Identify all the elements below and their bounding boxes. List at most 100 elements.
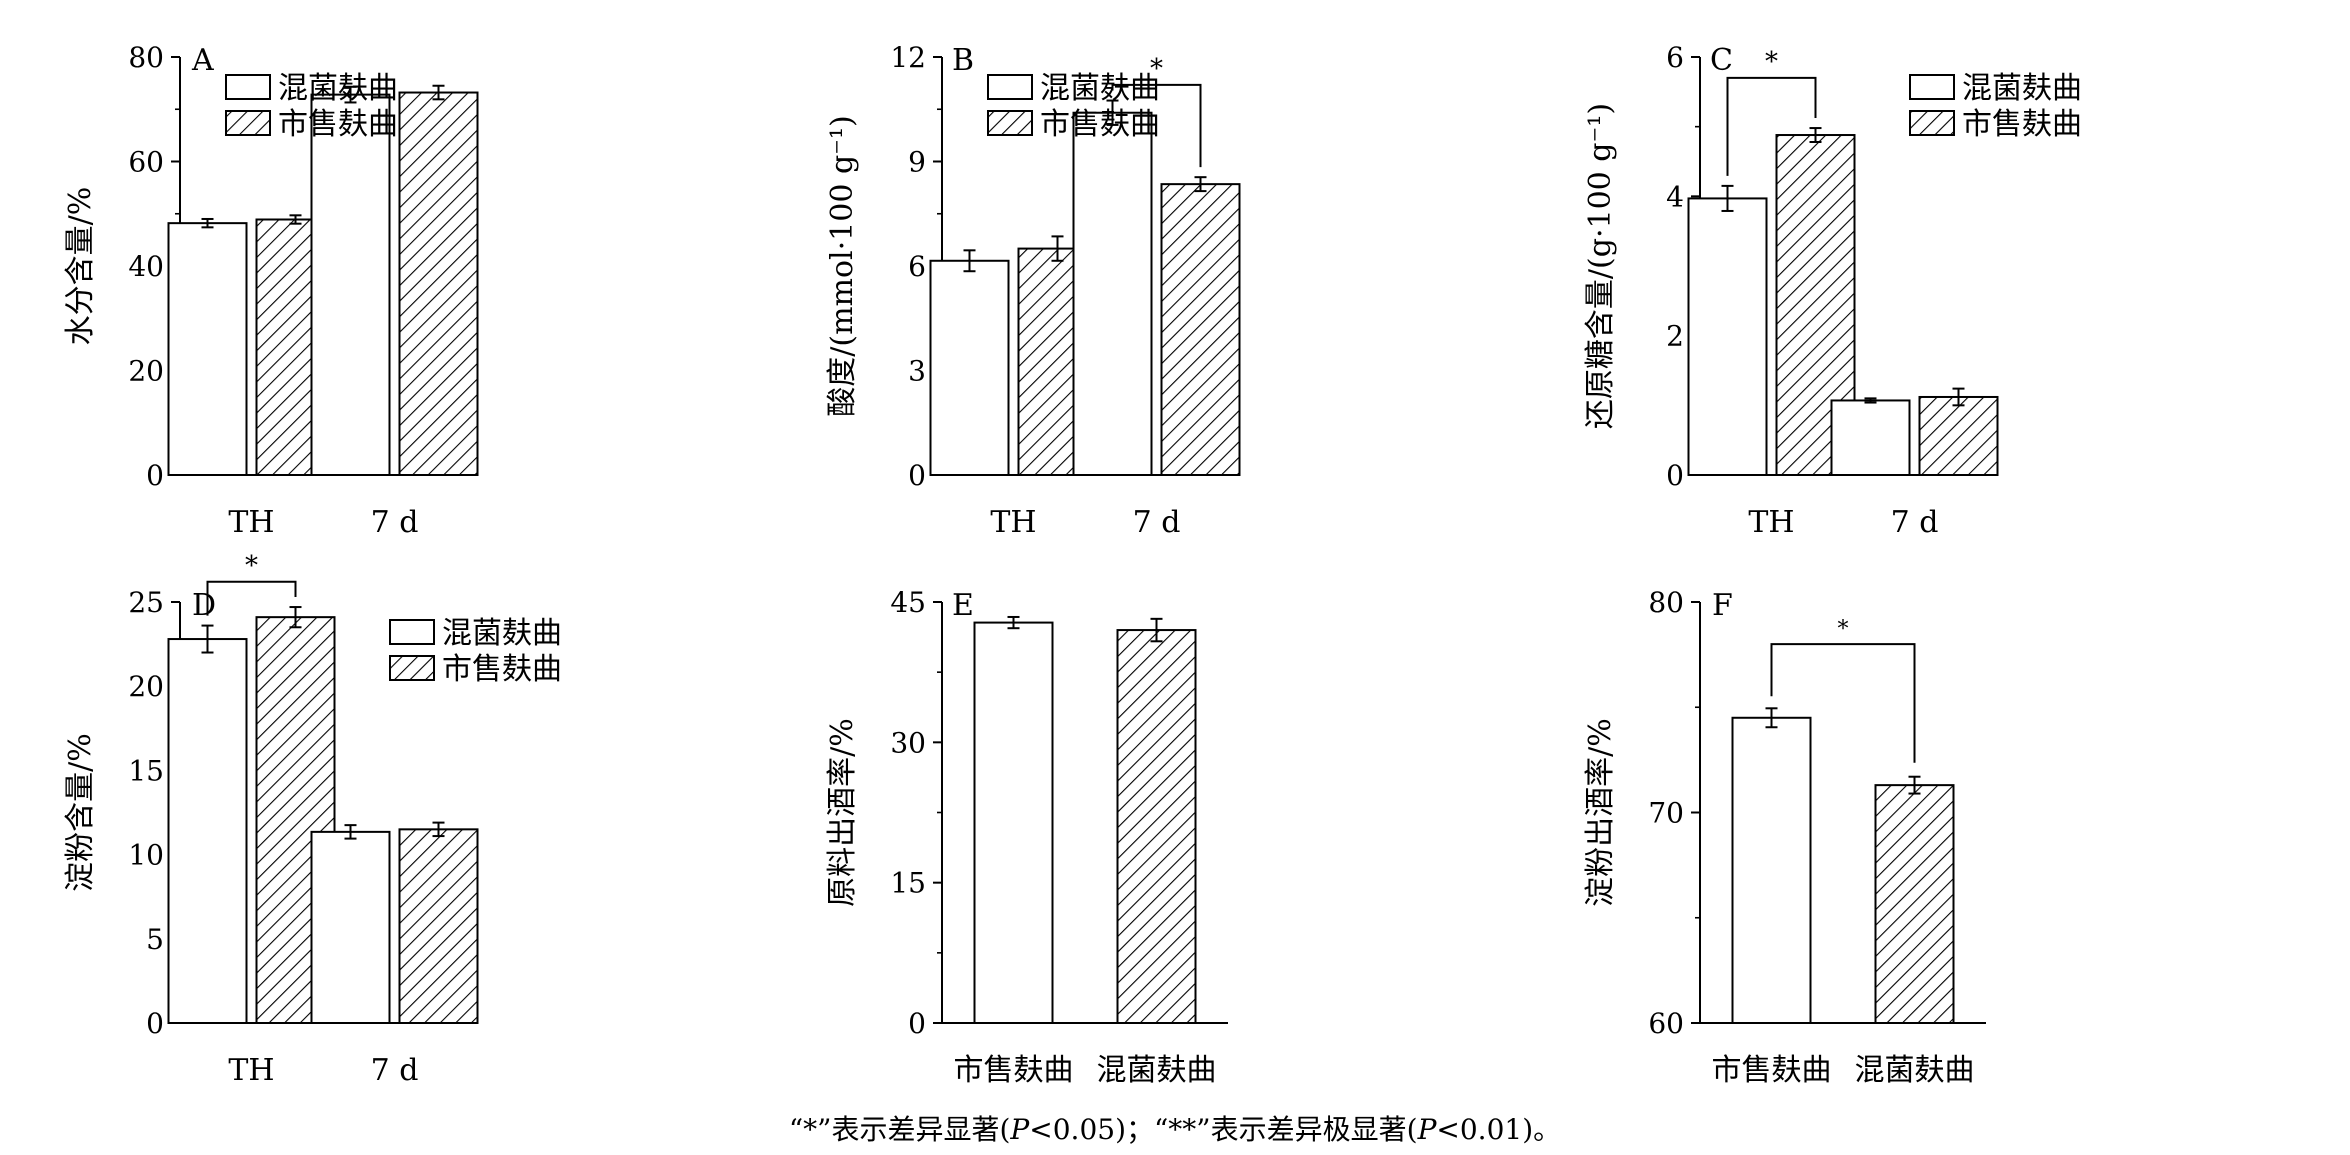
x-tick-label: TH (990, 505, 1036, 540)
y-tick-label: 15 (128, 754, 164, 787)
y-axis-label: 还原糖含量/(g·100 g⁻¹) (1583, 103, 1618, 429)
significance-bracket (1111, 83, 1202, 168)
legend-swatch (389, 619, 435, 645)
legend-swatch (987, 110, 1033, 136)
legend-swatch (1909, 74, 1955, 100)
x-tick-label: 7 d (371, 505, 419, 540)
x-tick-label: 7 d (1891, 505, 1939, 540)
significance-bracket (1726, 76, 1817, 176)
panel-letter: D (192, 588, 216, 623)
legend-label: 市售麸曲 (1040, 107, 1160, 142)
legend-label: 混菌麸曲 (1040, 71, 1160, 106)
y-tick-label: 0 (1666, 459, 1684, 492)
y-tick-label: 40 (128, 250, 164, 283)
y-tick-label: 15 (890, 867, 926, 900)
bar-mixed (1830, 399, 1911, 476)
bar-mixed (1687, 197, 1768, 476)
x-tick-label: TH (228, 1053, 274, 1088)
legend-label: 混菌麸曲 (278, 71, 398, 106)
bar-mixed (310, 93, 391, 477)
y-tick-label: 0 (908, 459, 926, 492)
x-tick-label: 7 d (1133, 505, 1181, 540)
legend-swatch (987, 74, 1033, 100)
panel-letter: C (1710, 43, 1733, 78)
bar-commercial (398, 91, 479, 476)
x-tick-label: 市售麸曲 (954, 1053, 1074, 1088)
y-axis-label: 酸度/(mmol·100 g⁻¹) (825, 115, 860, 416)
bar-0 (973, 621, 1054, 1024)
y-tick-label: 6 (1666, 41, 1684, 74)
y-tick-label: 20 (128, 355, 164, 388)
legend-label: 市售麸曲 (442, 652, 562, 687)
y-tick-label: 3 (908, 355, 926, 388)
legend-label: 市售麸曲 (1962, 107, 2082, 142)
panel-letter: B (952, 43, 974, 78)
caption-p2: P (1417, 1113, 1437, 1146)
y-tick-label: 0 (146, 459, 164, 492)
significance-label: * (1150, 54, 1163, 84)
x-tick-label: TH (1748, 505, 1794, 540)
panel-letter: A (191, 43, 214, 78)
x-tick-label: 市售麸曲 (1712, 1053, 1832, 1088)
y-tick-label: 60 (1648, 1007, 1684, 1040)
y-tick-label: 4 (1666, 180, 1684, 213)
significance-bracket (1770, 643, 1916, 763)
y-tick-label: 30 (890, 726, 926, 759)
y-tick-label: 5 (146, 923, 164, 956)
significance-label: * (1838, 617, 1849, 642)
y-axis-label: 淀粉出酒率/% (1583, 718, 1618, 907)
x-tick-label: 7 d (371, 1053, 419, 1088)
y-tick-label: 80 (1648, 586, 1684, 619)
figure-caption: “*”表示差异显著(P<0.05)；“**”表示差异极显著(P<0.01)。 (0, 1108, 2350, 1148)
y-tick-label: 60 (128, 146, 164, 179)
caption-part1: “*”表示差异显著( (788, 1113, 1011, 1146)
bar-mixed (167, 222, 248, 476)
y-tick-label: 25 (128, 586, 164, 619)
legend-swatch (225, 110, 271, 136)
y-tick-label: 2 (1666, 320, 1684, 353)
legend-swatch (225, 74, 271, 100)
y-tick-label: 9 (908, 146, 926, 179)
legend-label: 混菌麸曲 (442, 616, 562, 651)
bar-mixed (310, 830, 391, 1025)
bar-mixed (167, 638, 248, 1024)
panel-letter: E (952, 588, 974, 623)
bar-mixed (1072, 111, 1153, 476)
chart-panel-e: 0 15 30 45 原料出酒率/% E 市售麸曲 混菌麸曲 (825, 586, 1228, 1088)
x-tick-label: TH (228, 505, 274, 540)
y-tick-label: 70 (1648, 797, 1684, 830)
bar-commercial (1160, 183, 1241, 476)
legend-label: 市售麸曲 (278, 107, 398, 142)
y-axis-label: 原料出酒率/% (825, 718, 860, 907)
bar-commercial (1918, 395, 1999, 476)
caption-part3: <0.01)。 (1436, 1113, 1562, 1146)
caption-part2: <0.05)；“**”表示差异极显著( (1029, 1113, 1418, 1146)
y-tick-label: 45 (890, 586, 926, 619)
significance-bracket (206, 580, 297, 616)
caption-p: P (1010, 1113, 1030, 1146)
bar-mixed (929, 259, 1010, 476)
y-tick-label: 0 (908, 1007, 926, 1040)
y-tick-label: 80 (128, 41, 164, 74)
significance-label: * (245, 551, 258, 581)
panel-letter: F (1712, 588, 1733, 623)
x-tick-label: 混菌麸曲 (1097, 1053, 1217, 1088)
chart-panel-f: 60 70 80 淀粉出酒率/% F 市售麸曲 混菌麸曲 * (1583, 586, 1986, 1088)
legend-label: 混菌麸曲 (1962, 71, 2082, 106)
bar-commercial (398, 828, 479, 1025)
y-axis-label: 淀粉含量/% (63, 733, 98, 892)
legend-swatch (1909, 110, 1955, 136)
y-tick-label: 10 (128, 839, 164, 872)
y-tick-label: 12 (890, 41, 926, 74)
y-tick-label: 0 (146, 1007, 164, 1040)
bar-1 (1874, 784, 1955, 1025)
x-tick-label: 混菌麸曲 (1855, 1053, 1975, 1088)
significance-label: * (1765, 47, 1778, 77)
bar-1 (1116, 629, 1197, 1024)
y-tick-label: 6 (908, 250, 926, 283)
legend-swatch (389, 655, 435, 681)
